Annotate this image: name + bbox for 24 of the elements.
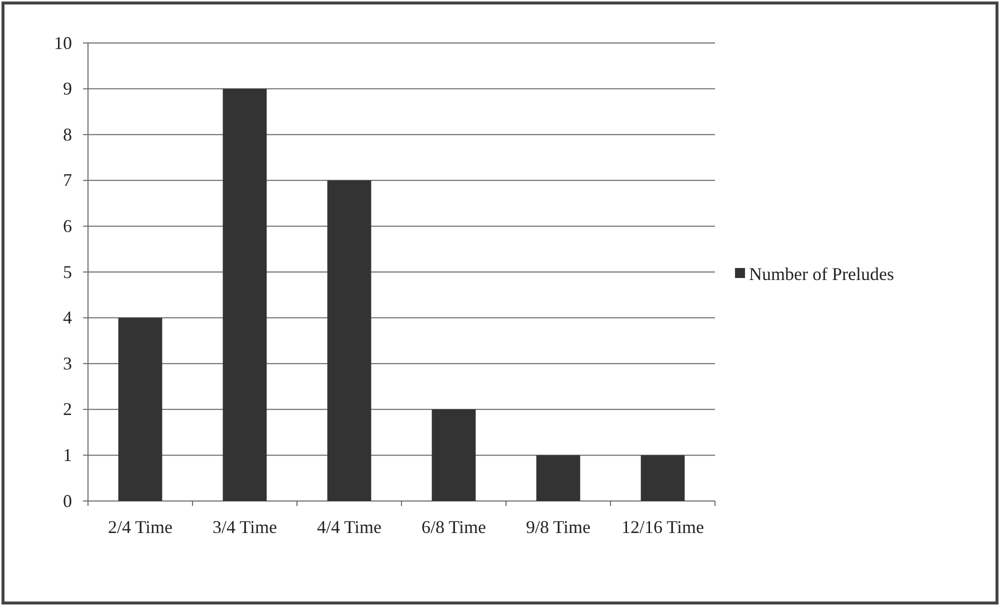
y-tick-label: 7 bbox=[63, 170, 72, 190]
bar bbox=[327, 180, 372, 501]
x-tick-label: 12/16 Time bbox=[621, 517, 704, 537]
x-tick-label: 6/8 Time bbox=[421, 517, 486, 537]
bar bbox=[432, 409, 476, 501]
legend-label: Number of Preludes bbox=[749, 264, 894, 284]
y-tick-label: 2 bbox=[63, 399, 72, 420]
y-tick-label: 9 bbox=[63, 78, 72, 99]
bar bbox=[640, 455, 685, 501]
bar bbox=[118, 318, 162, 501]
bar bbox=[536, 455, 580, 501]
y-tick-label: 3 bbox=[63, 353, 72, 374]
y-tick-label: 5 bbox=[63, 262, 72, 282]
y-tick-label: 0 bbox=[63, 490, 72, 511]
y-tick-label: 10 bbox=[54, 32, 72, 53]
y-tick-label: 6 bbox=[63, 216, 72, 236]
x-tick-label: 4/4 Time bbox=[316, 517, 382, 537]
y-tick-label: 4 bbox=[63, 308, 72, 328]
x-tick-label: 3/4 Time bbox=[212, 517, 278, 537]
x-tick-label: 9/8 Time bbox=[526, 517, 591, 537]
y-tick-label: 1 bbox=[63, 444, 72, 465]
x-tick-label: 2/4 Time bbox=[108, 517, 173, 537]
y-tick-label: 8 bbox=[63, 124, 72, 144]
bar bbox=[222, 88, 267, 501]
